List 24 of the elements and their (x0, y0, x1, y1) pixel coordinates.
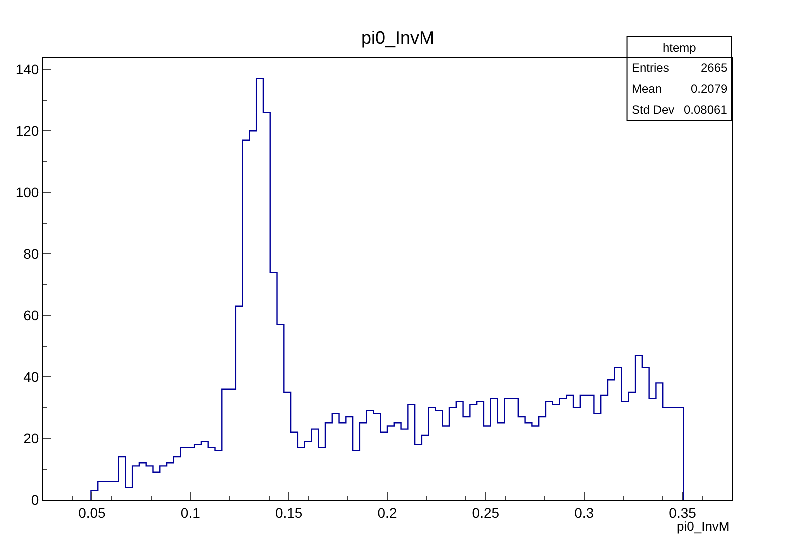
y-tick-label: 140 (16, 62, 40, 78)
annotation: Entries (632, 61, 670, 75)
chart-title: pi0_InvM (361, 28, 435, 48)
x-tick-label: 0.15 (275, 504, 303, 521)
y-tick-label: 20 (24, 430, 40, 446)
text: htemp (663, 41, 697, 55)
y-tick-label: 120 (16, 123, 40, 140)
x-tick-label: 0.35 (669, 504, 697, 521)
y-tick-label: 100 (16, 184, 40, 201)
x-tick-label: 0.3 (574, 504, 594, 521)
y-tick-label: 60 (24, 307, 40, 324)
y-tick-label: 40 (24, 368, 40, 385)
y-tick-label: 0 (31, 492, 40, 508)
annotation: 2665 (701, 61, 728, 75)
annotation: Std Dev (632, 103, 675, 117)
y-tick-label: 80 (24, 246, 40, 262)
x-tick-label: 0.25 (472, 504, 500, 521)
annotation: 0.2079 (691, 82, 728, 96)
annotation: 0.08061 (684, 103, 728, 117)
annotation: Mean (632, 82, 662, 96)
x-tick-label: 0.05 (78, 504, 106, 521)
x-axis-title: pi0_InvM (677, 519, 730, 534)
x-tick-label: 0.1 (180, 504, 201, 521)
x-tick-label: 0.2 (378, 504, 398, 521)
